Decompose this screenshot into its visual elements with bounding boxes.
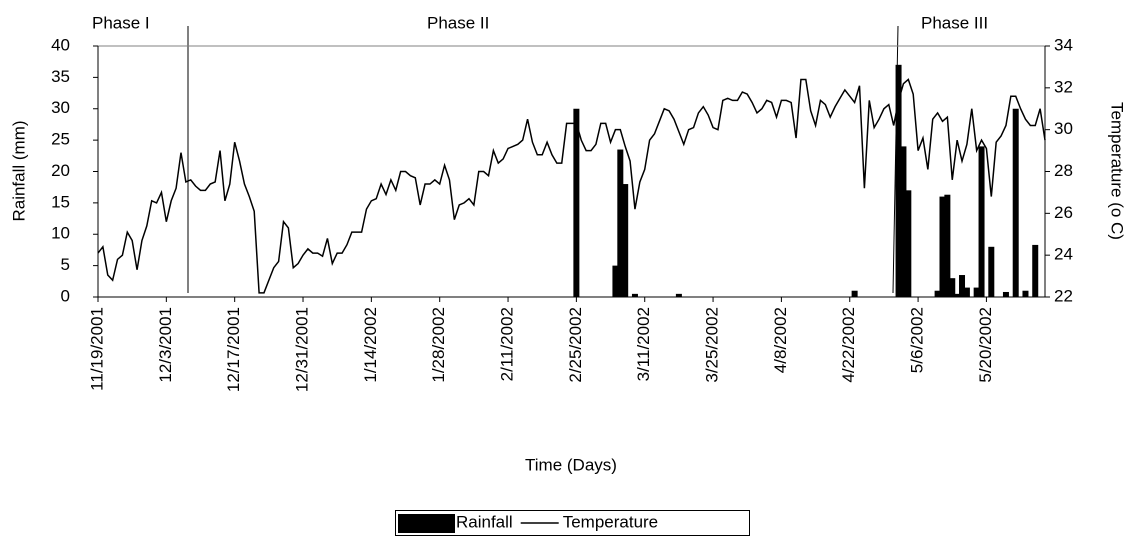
rainfall-bar [573, 108, 580, 297]
y-tick-label: 20 [51, 161, 70, 180]
rainfall-bar [905, 190, 912, 297]
legend-label: Temperature [563, 512, 658, 531]
y2-tick-label: 32 [1054, 77, 1073, 96]
y-tick-label: 5 [61, 255, 70, 274]
rainfall-bar [1022, 290, 1029, 297]
y2-tick-label: 22 [1054, 286, 1073, 305]
x-tick-label: 2/11/2002 [498, 307, 517, 381]
rainfall-bar [934, 290, 941, 297]
y2-tick-label: 28 [1054, 161, 1073, 180]
y2-tick-label: 34 [1054, 35, 1073, 54]
x-tick-label: 3/11/2002 [634, 307, 653, 381]
rainfall-bar [900, 146, 907, 297]
y-axis-label: Rainfall (mm) [9, 120, 28, 221]
y-tick-label: 0 [61, 286, 70, 305]
rainfall-bar [944, 194, 951, 297]
rainfall-bar [978, 146, 985, 297]
x-tick-label: 12/3/2001 [156, 307, 175, 383]
x-tick-label: 5/20/2002 [976, 307, 995, 383]
rainfall-bar [1002, 291, 1009, 297]
y-tick-label: 25 [51, 130, 70, 149]
y2-tick-label: 24 [1054, 245, 1073, 264]
rainfall-bar [675, 293, 682, 297]
x-tick-label: 4/8/2002 [771, 307, 790, 373]
y-tick-label: 35 [51, 67, 70, 86]
x-tick-label: 1/28/2002 [429, 307, 448, 383]
rainfall-bar [954, 293, 961, 297]
rainfall-bar [617, 149, 624, 297]
rainfall-bar [1032, 244, 1039, 297]
x-tick-label: 5/6/2002 [908, 307, 927, 373]
y-tick-label: 15 [51, 192, 70, 211]
rainfall-bar [959, 275, 966, 297]
phase-label: Phase III [921, 13, 988, 32]
temperature-line [97, 78, 1046, 294]
x-tick-label: 3/25/2002 [703, 307, 722, 383]
x-tick-label: 12/17/2001 [224, 307, 243, 392]
rainfall-bar [939, 196, 946, 297]
phase-label: Phase II [427, 13, 489, 32]
x-tick-label: 2/25/2002 [566, 307, 585, 383]
x-tick-label: 11/19/2001 [87, 307, 106, 391]
y-tick-label: 40 [51, 35, 70, 54]
rainfall-bar [851, 290, 858, 297]
x-axis-label: Time (Days) [525, 455, 617, 474]
y2-axis-label: Temperature (o C) [1108, 102, 1127, 240]
phase-label: Phase I [92, 13, 150, 32]
rainfall-bar [1012, 108, 1019, 297]
rainfall-bar [949, 278, 956, 297]
x-tick-label: 12/31/2001 [293, 307, 312, 392]
rainfall-bar [988, 246, 995, 297]
rainfall-bar [612, 265, 619, 297]
legend-swatch [398, 514, 455, 533]
rainfall-bar [622, 184, 629, 297]
legend-label: Rainfall [456, 512, 513, 531]
y2-tick-label: 26 [1054, 203, 1073, 222]
x-tick-label: 4/22/2002 [839, 307, 858, 383]
rainfall-bar [963, 287, 970, 297]
rainfall-bar [631, 293, 638, 297]
rainfall-bar [895, 64, 902, 297]
rainfall-bar [973, 287, 980, 297]
y-tick-label: 10 [51, 224, 70, 243]
y2-tick-label: 30 [1054, 119, 1073, 138]
y-tick-label: 30 [51, 98, 70, 117]
x-tick-label: 1/14/2002 [361, 307, 380, 383]
